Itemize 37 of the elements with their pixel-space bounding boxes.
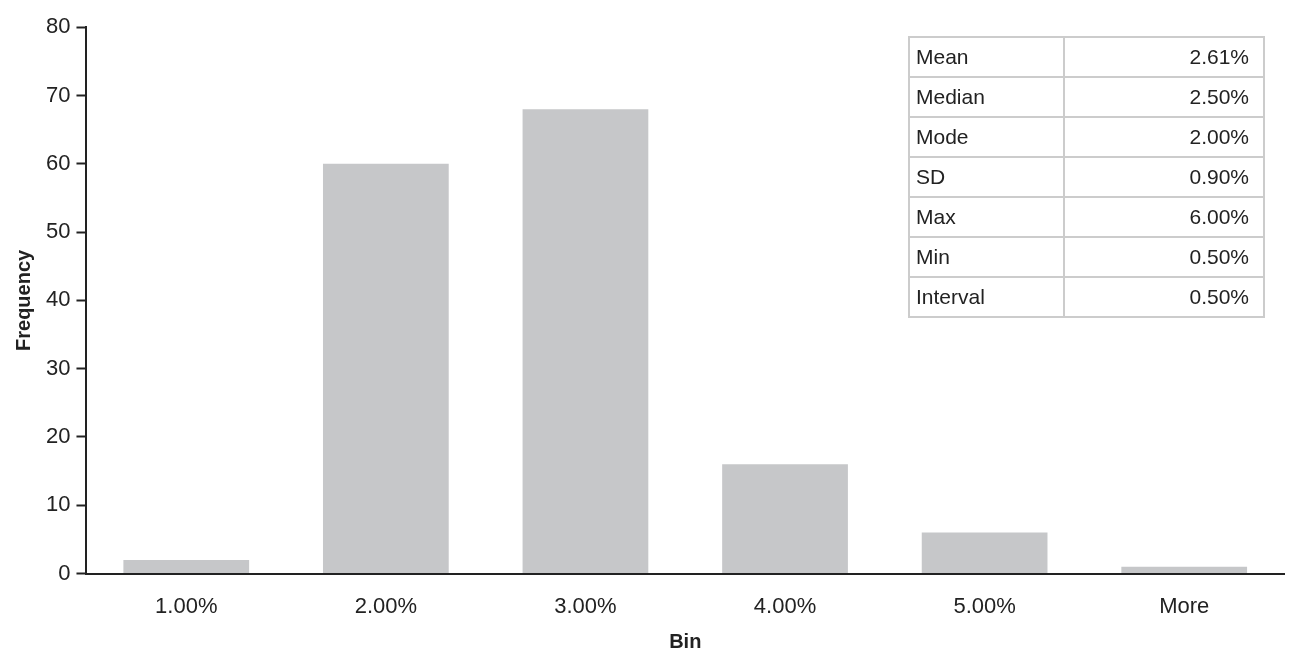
annotation: SD <box>909 157 1064 197</box>
annotation: 2.00% <box>1064 117 1264 157</box>
y-tick-label: 40 <box>45 286 71 312</box>
annotation: 2.61% <box>1064 37 1264 77</box>
x-tick-label: 5.00% <box>953 592 1016 618</box>
annotation: 6.00% <box>1064 197 1264 237</box>
y-tick-label: 50 <box>45 218 71 244</box>
x-tick-label: 2.00% <box>354 592 418 618</box>
y-tick-label: 20 <box>45 423 71 449</box>
annotation: Median <box>909 77 1064 117</box>
x-tick-label: 4.00% <box>753 592 817 618</box>
y-tick-label: 70 <box>45 81 71 107</box>
y-tick-label: 0 <box>58 559 71 585</box>
annotation: 2.50% <box>1064 77 1264 117</box>
bar <box>522 109 649 574</box>
y-tick-label: 80 <box>45 13 71 39</box>
x-tick-label: 1.00% <box>155 592 218 618</box>
x-axis-title: Bin <box>669 629 702 652</box>
bar <box>1121 566 1248 574</box>
annotation: Mean <box>909 37 1064 77</box>
annotation: Max <box>909 197 1064 237</box>
bar <box>921 532 1048 574</box>
y-tick-label: 60 <box>45 149 71 175</box>
annotation: 0.50% <box>1064 277 1264 317</box>
annotation: Mode <box>909 117 1064 157</box>
annotation: Min <box>909 237 1064 277</box>
annotation: 0.50% <box>1064 237 1264 277</box>
annotation: Interval <box>909 277 1064 317</box>
bar <box>123 559 250 574</box>
y-tick-label: 30 <box>45 354 71 380</box>
y-axis-title: Frequency <box>11 248 34 351</box>
x-tick-label: 3.00% <box>554 592 617 618</box>
y-tick-label: 10 <box>45 491 71 517</box>
annotation: 0.90% <box>1064 157 1264 197</box>
x-tick-label: More <box>1159 592 1210 618</box>
bar <box>322 163 449 574</box>
bar <box>722 464 848 574</box>
